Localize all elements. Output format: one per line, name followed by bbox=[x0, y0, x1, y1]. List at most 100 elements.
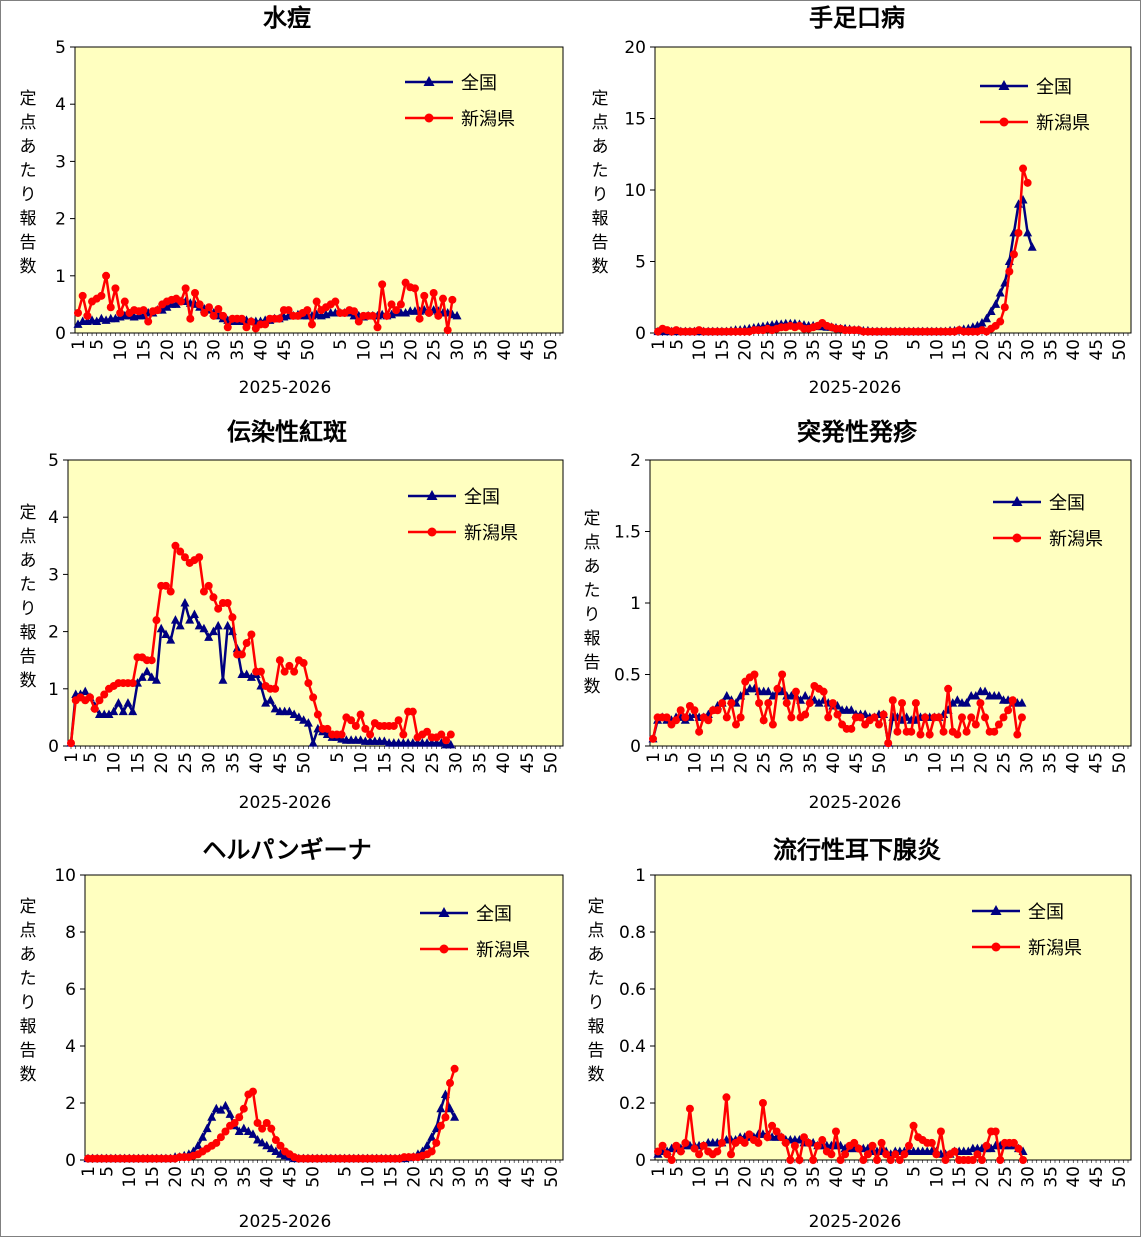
data-point bbox=[243, 1126, 253, 1135]
data-point bbox=[758, 1099, 767, 1107]
data-point bbox=[153, 306, 162, 315]
data-point bbox=[204, 632, 214, 641]
x-tick-label: 40 bbox=[247, 752, 267, 774]
data-point bbox=[768, 1121, 777, 1130]
data-point bbox=[879, 710, 888, 719]
data-point bbox=[1017, 698, 1027, 707]
y-tick-label: 4 bbox=[55, 95, 66, 115]
x-tick-label: 1 bbox=[79, 1166, 99, 1177]
y-tick-label: 20 bbox=[624, 38, 646, 58]
y-axis-label: 定点あたり報告数 bbox=[584, 509, 601, 697]
y-tick-label: 10 bbox=[624, 181, 646, 201]
x-tick-label: 40 bbox=[495, 339, 515, 361]
data-point bbox=[392, 306, 401, 315]
data-point bbox=[161, 629, 171, 638]
data-point bbox=[1004, 706, 1013, 715]
data-point bbox=[446, 739, 456, 749]
data-point bbox=[194, 620, 204, 630]
x-tick-label: 35 bbox=[235, 1166, 255, 1188]
data-point bbox=[750, 670, 759, 679]
data-point bbox=[209, 311, 218, 320]
x-tick-label: 20 bbox=[399, 752, 419, 774]
data-point bbox=[266, 1143, 276, 1153]
data-point bbox=[299, 659, 308, 668]
data-point bbox=[80, 686, 90, 696]
x-tick-label: 35 bbox=[1041, 1166, 1061, 1188]
data-point bbox=[193, 1140, 203, 1150]
data-point bbox=[253, 1118, 262, 1127]
x-tick-label: 50 bbox=[870, 752, 890, 774]
chart-title: 手足口病 bbox=[809, 4, 905, 32]
data-point bbox=[424, 308, 433, 317]
data-point bbox=[85, 693, 94, 702]
data-point bbox=[672, 1141, 681, 1150]
data-point bbox=[953, 730, 962, 739]
x-tick-label: 30 bbox=[200, 752, 220, 774]
data-point bbox=[100, 690, 109, 699]
data-point bbox=[427, 1147, 436, 1156]
x-tick-label: 50 bbox=[542, 752, 562, 774]
data-point bbox=[450, 1112, 460, 1121]
data-point bbox=[216, 1105, 226, 1114]
data-point bbox=[952, 695, 962, 704]
data-point bbox=[443, 326, 452, 335]
x-tick-label: 20 bbox=[736, 1166, 756, 1188]
data-point bbox=[957, 713, 966, 722]
y-axis-label: 定点あたり報告数 bbox=[20, 503, 37, 691]
x-tick-label: 10 bbox=[105, 752, 125, 774]
x-tick-label: 20 bbox=[732, 752, 752, 774]
data-point bbox=[271, 1146, 281, 1155]
data-point bbox=[313, 710, 322, 719]
x-tick-label: 10 bbox=[690, 339, 710, 361]
data-point bbox=[1023, 178, 1032, 187]
x-tick-label: 45 bbox=[518, 339, 538, 361]
y-tick-label: 1.5 bbox=[614, 523, 641, 543]
data-point bbox=[142, 666, 152, 676]
data-point bbox=[828, 699, 837, 708]
legend-label: 全国 bbox=[1028, 902, 1064, 923]
data-point bbox=[248, 1129, 258, 1138]
data-point bbox=[824, 713, 833, 722]
data-point bbox=[331, 297, 340, 306]
legend-marker bbox=[438, 907, 450, 917]
data-point bbox=[113, 698, 123, 707]
data-point bbox=[399, 730, 408, 739]
data-point bbox=[102, 271, 111, 280]
chart-title: 流行性耳下腺炎 bbox=[773, 836, 941, 864]
data-point bbox=[271, 684, 280, 693]
data-point bbox=[294, 712, 304, 721]
x-tick-label: 35 bbox=[470, 752, 490, 774]
plot-area bbox=[84, 874, 564, 1161]
data-point bbox=[271, 1136, 280, 1145]
data-point bbox=[1014, 228, 1023, 237]
data-point bbox=[420, 291, 429, 300]
x-tick-label: 20 bbox=[166, 1166, 186, 1188]
y-tick-label: 0.2 bbox=[619, 1094, 646, 1114]
x-tick-label: 15 bbox=[143, 1166, 163, 1188]
y-tick-label: 1 bbox=[55, 267, 66, 287]
data-point bbox=[289, 709, 299, 719]
data-point bbox=[275, 314, 284, 323]
data-point bbox=[994, 720, 1003, 729]
legend-label: 新潟県 bbox=[1049, 529, 1103, 550]
data-point bbox=[265, 695, 275, 704]
data-point bbox=[199, 587, 208, 596]
x-tick-label: 25 bbox=[759, 1166, 779, 1188]
x-tick-label: 1 bbox=[649, 339, 669, 350]
plot-area bbox=[654, 874, 1132, 1161]
data-point bbox=[863, 1150, 872, 1159]
data-point bbox=[681, 713, 690, 722]
data-point bbox=[439, 294, 448, 303]
data-point bbox=[220, 1100, 230, 1110]
data-point bbox=[128, 706, 138, 716]
legend-marker bbox=[424, 113, 434, 123]
data-point bbox=[982, 313, 992, 323]
data-point bbox=[176, 547, 185, 556]
data-point bbox=[223, 599, 232, 607]
data-point bbox=[275, 656, 284, 665]
data-point bbox=[351, 721, 360, 730]
data-point bbox=[111, 284, 120, 293]
data-point bbox=[782, 699, 791, 708]
data-point bbox=[976, 699, 985, 708]
